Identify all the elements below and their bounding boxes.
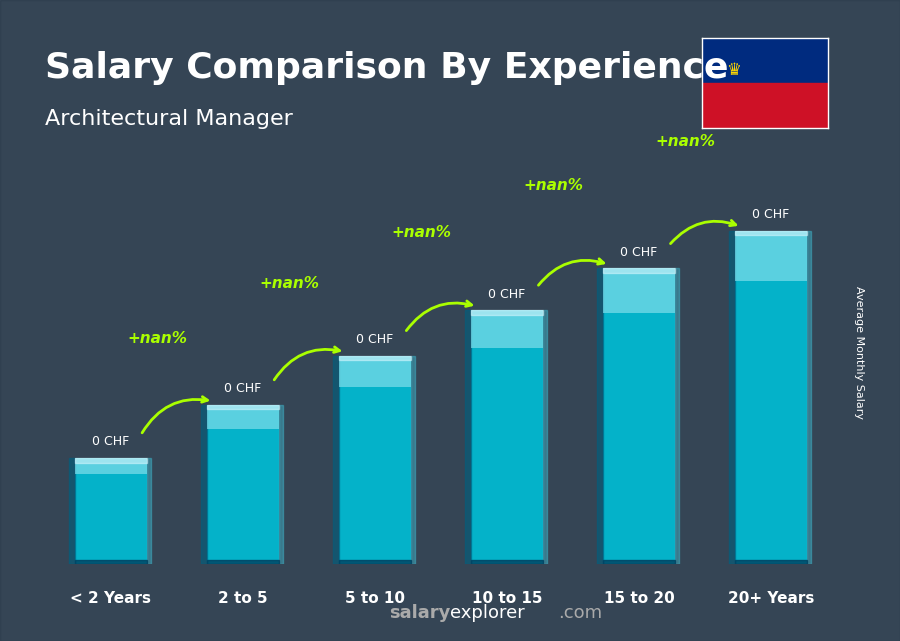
Bar <box>702 83 828 128</box>
Bar <box>148 458 151 564</box>
Bar <box>338 356 411 564</box>
Bar <box>69 458 75 564</box>
Text: +nan%: +nan% <box>392 225 451 240</box>
Text: +nan%: +nan% <box>259 276 320 291</box>
Text: 15 to 20: 15 to 20 <box>604 590 674 606</box>
Text: 5 to 10: 5 to 10 <box>345 590 405 606</box>
Bar <box>603 269 675 273</box>
Bar <box>734 231 807 564</box>
Bar <box>471 560 544 564</box>
Bar <box>202 405 207 564</box>
Bar <box>603 269 675 564</box>
Text: 0 CHF: 0 CHF <box>489 288 526 301</box>
Bar <box>207 405 279 429</box>
Bar <box>675 269 680 564</box>
Text: 0 CHF: 0 CHF <box>224 383 262 395</box>
Bar <box>75 458 148 463</box>
Bar <box>729 231 734 564</box>
Bar <box>471 310 544 348</box>
Text: Average Monthly Salary: Average Monthly Salary <box>854 286 865 419</box>
Bar <box>207 405 279 564</box>
Text: 20+ Years: 20+ Years <box>728 590 814 606</box>
Text: 0 CHF: 0 CHF <box>620 246 658 259</box>
Text: ♛: ♛ <box>726 61 741 79</box>
Bar <box>603 560 675 564</box>
Bar <box>338 560 411 564</box>
Bar <box>544 310 547 564</box>
Bar <box>279 405 284 564</box>
Text: 0 CHF: 0 CHF <box>752 208 789 221</box>
Bar <box>598 269 603 564</box>
Bar <box>702 38 828 83</box>
Text: explorer: explorer <box>450 604 525 622</box>
Text: 0 CHF: 0 CHF <box>356 333 393 346</box>
Bar <box>75 458 148 564</box>
Text: 2 to 5: 2 to 5 <box>218 590 268 606</box>
Bar <box>807 231 811 564</box>
Bar <box>338 356 411 360</box>
Bar <box>465 310 471 564</box>
Text: < 2 Years: < 2 Years <box>70 590 151 606</box>
Text: Salary Comparison By Experience: Salary Comparison By Experience <box>45 51 728 85</box>
Text: 10 to 15: 10 to 15 <box>472 590 542 606</box>
Bar <box>734 560 807 564</box>
Bar <box>471 310 544 564</box>
Bar <box>75 560 148 564</box>
Text: +nan%: +nan% <box>655 134 716 149</box>
Bar <box>207 405 279 410</box>
Bar <box>411 356 415 564</box>
Bar <box>333 356 338 564</box>
Bar <box>471 310 544 315</box>
Bar <box>734 231 807 235</box>
Text: Architectural Manager: Architectural Manager <box>45 109 292 129</box>
Text: .com: .com <box>558 604 602 622</box>
Text: +nan%: +nan% <box>127 331 187 346</box>
Bar <box>338 356 411 387</box>
Text: +nan%: +nan% <box>523 178 583 193</box>
Bar <box>734 231 807 281</box>
Bar <box>603 269 675 313</box>
Text: salary: salary <box>389 604 450 622</box>
Bar <box>207 560 279 564</box>
Text: 0 CHF: 0 CHF <box>93 435 130 449</box>
Bar <box>75 458 148 474</box>
